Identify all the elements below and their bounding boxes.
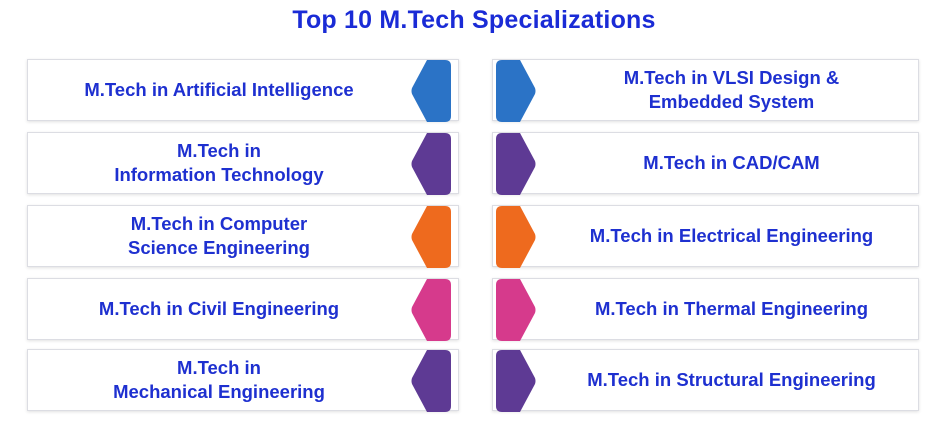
page-title: Top 10 M.Tech Specializations [292, 6, 656, 34]
left-tab-marker [411, 279, 451, 341]
right-tab-marker [496, 279, 536, 341]
card-label: M.Tech in Artificial Intelligence [84, 79, 354, 100]
card-label: M.Tech in Information Technology [114, 140, 324, 185]
left-tab-marker [411, 350, 451, 412]
card-mechanical-engineering: M.Tech in Mechanical Engineering [27, 349, 459, 411]
card-civil-engineering: M.Tech in Civil Engineering [27, 278, 459, 340]
right-tab-marker [496, 60, 536, 122]
right-tab-marker [496, 350, 536, 412]
left-tab-marker [411, 60, 451, 122]
card-computer-science-engineering: M.Tech in Computer Science Engineering [27, 205, 459, 267]
card-label: M.Tech in CAD/CAM [643, 152, 820, 173]
card-label: M.Tech in Computer Science Engineering [128, 213, 310, 258]
card-label: M.Tech in Mechanical Engineering [113, 357, 325, 402]
left-tab-marker [411, 133, 451, 195]
card-information-technology: M.Tech in Information Technology [27, 132, 459, 194]
right-tab-marker [496, 133, 536, 195]
card-artificial-intelligence: M.Tech in Artificial Intelligence [27, 59, 459, 121]
card-thermal-engineering: M.Tech in Thermal Engineering [492, 278, 919, 340]
card-label: M.Tech in Thermal Engineering [594, 298, 869, 319]
card-label: M.Tech in Civil Engineering [98, 298, 340, 319]
card-label: M.Tech in Structural Engineering [587, 369, 876, 390]
right-tab-marker [496, 206, 536, 268]
left-tab-marker [411, 206, 451, 268]
card-cad-cam: M.Tech in CAD/CAM [492, 132, 919, 194]
card-label: M.Tech in VLSI Design & Embedded System [623, 67, 840, 112]
card-electrical-engineering: M.Tech in Electrical Engineering [492, 205, 919, 267]
card-label: M.Tech in Electrical Engineering [589, 225, 874, 246]
card-structural-engineering: M.Tech in Structural Engineering [492, 349, 919, 411]
card-vlsi-design: M.Tech in VLSI Design & Embedded System [492, 59, 919, 121]
